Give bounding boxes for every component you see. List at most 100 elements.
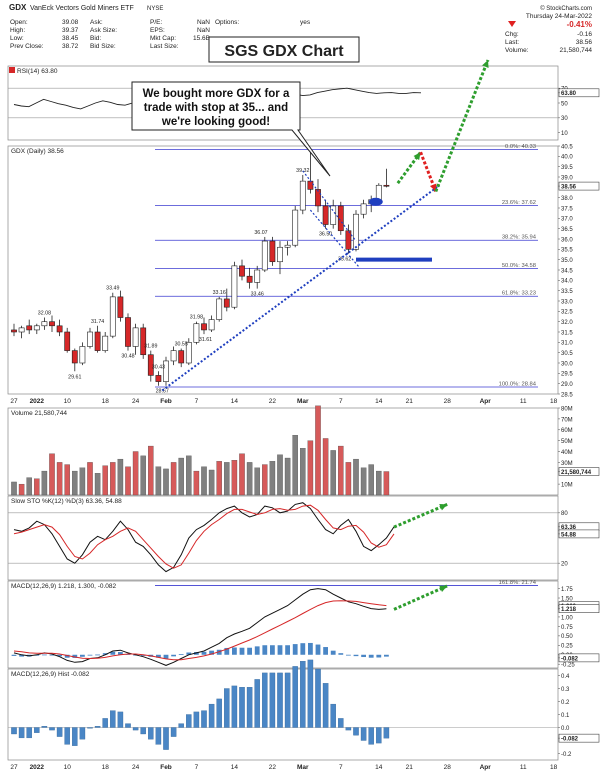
hist-bar	[224, 688, 230, 728]
price-label: 31.61	[199, 337, 212, 343]
candle-body	[216, 298, 223, 320]
y-tick-label: 1.218	[561, 607, 577, 613]
macd-hist-bar-inner	[239, 647, 245, 655]
macd-hist-bar-inner	[247, 647, 252, 655]
quote-label: Last Size:	[150, 43, 179, 50]
volume-bar	[102, 465, 108, 496]
volume-bar	[254, 467, 260, 496]
hist-bar	[246, 687, 253, 728]
macd-hist-bar-inner	[80, 654, 85, 657]
hist-bar	[231, 685, 238, 728]
y-tick-label: 0.25	[561, 644, 573, 650]
candle-body	[26, 325, 33, 331]
x-tick-label: 21	[406, 398, 414, 405]
candle-body	[132, 327, 139, 347]
volume-bar	[56, 462, 63, 496]
y-tick-label: 37.5	[561, 206, 573, 212]
candle-body	[193, 323, 200, 343]
y-tick-label: 50M	[561, 439, 573, 445]
volume-bar	[376, 470, 382, 496]
y-tick-label: 0.0	[561, 726, 570, 732]
candle-body	[170, 350, 177, 362]
volume-bar	[18, 483, 25, 496]
y-tick-label: 0.75	[561, 625, 573, 631]
y-tick-label: 36.0	[561, 237, 573, 243]
price-label: 28.67	[156, 389, 169, 395]
volume-bar	[178, 457, 184, 496]
x-tick-label: 2022	[30, 398, 45, 405]
macd-hist-bar-inner	[95, 654, 100, 656]
y-tick-label: 29.5	[561, 372, 573, 378]
candle-body	[292, 209, 299, 246]
hist-bar	[330, 703, 336, 728]
price-label: 32.08	[38, 311, 51, 317]
stat-label: Volume:	[505, 47, 529, 54]
volume-bar	[262, 464, 268, 496]
annotation-line: we're looking good!	[161, 116, 270, 128]
candle-body	[49, 321, 55, 327]
volume-bar	[322, 438, 329, 496]
y-tick-label: 34.5	[561, 268, 573, 274]
y-tick-label: 0.50	[561, 634, 573, 640]
macd-hist-bar-inner	[178, 654, 184, 655]
x-tick-label: 14	[231, 398, 239, 405]
macd-hist-bar-inner	[118, 652, 123, 655]
candle-body	[41, 321, 48, 327]
macd-hist-bar-inner	[42, 654, 47, 656]
y-tick-label: 1.00	[561, 615, 573, 621]
macd-hist-bar-inner	[110, 651, 116, 655]
stat-value: 38.56	[576, 39, 593, 46]
y-tick-label: 0.1	[561, 713, 570, 719]
price-panel	[7, 145, 559, 395]
macd-hist-bar-inner	[87, 654, 93, 656]
macd-hist-bar-inner	[49, 654, 55, 656]
volume-bar	[41, 470, 48, 496]
candle-body	[117, 296, 124, 318]
x-tick-label-bottom: 7	[339, 764, 343, 771]
x-tick-label-bottom: 10	[64, 764, 72, 771]
x-tick-label-bottom: 11	[520, 764, 527, 771]
candle-body	[201, 323, 207, 331]
y-tick-label: -0.25	[561, 663, 575, 669]
quote-value: NaN	[197, 27, 210, 34]
quote-label: EPS:	[150, 27, 165, 34]
y-tick-label: 0.3	[561, 687, 570, 693]
candle-body	[299, 180, 306, 211]
price-label: 33.16	[213, 290, 226, 296]
wedge-line-top	[302, 170, 357, 242]
hist-bar	[94, 726, 101, 728]
hist-bar	[49, 727, 55, 731]
candle-body	[223, 298, 230, 308]
hist-bar	[193, 711, 200, 728]
header-symbol: GDX	[9, 3, 27, 12]
y-tick-label: 63.36	[561, 525, 577, 531]
annotation-callout	[131, 81, 331, 177]
macd-hist-bar-inner	[57, 654, 62, 657]
price-label: 31.98	[190, 315, 203, 321]
hist-bar	[201, 710, 207, 728]
quote-value: yes	[300, 19, 311, 26]
price-label: 33.49	[106, 286, 119, 292]
macd-hist-bar-inner	[19, 654, 24, 657]
volume-bar	[307, 440, 314, 496]
volume-bar	[72, 470, 78, 496]
chart-title: SGS GDX Chart	[224, 43, 344, 60]
hist-bar	[216, 698, 222, 728]
volume-bar	[125, 466, 131, 496]
volume-title: Volume 21,580,744	[11, 410, 67, 417]
volume-bar	[64, 464, 70, 496]
hist-bar	[155, 727, 162, 745]
candle-body	[345, 230, 352, 250]
macd-green-arrow-head	[439, 585, 448, 593]
x-tick-label-bottom: 21	[406, 764, 414, 771]
fib-label: 0.0%: 40.33	[505, 144, 536, 150]
y-tick-label: 10M	[561, 483, 573, 489]
volume-bar	[277, 454, 283, 496]
header-exchange: NYSE	[147, 6, 163, 12]
volume-bar	[330, 450, 336, 496]
candle-body	[353, 213, 359, 250]
y-tick-label: 32.0	[561, 320, 573, 326]
macd-hist-bar-inner	[315, 644, 321, 655]
volume-bar	[292, 435, 298, 496]
quote-value: 15.6B	[193, 35, 210, 42]
